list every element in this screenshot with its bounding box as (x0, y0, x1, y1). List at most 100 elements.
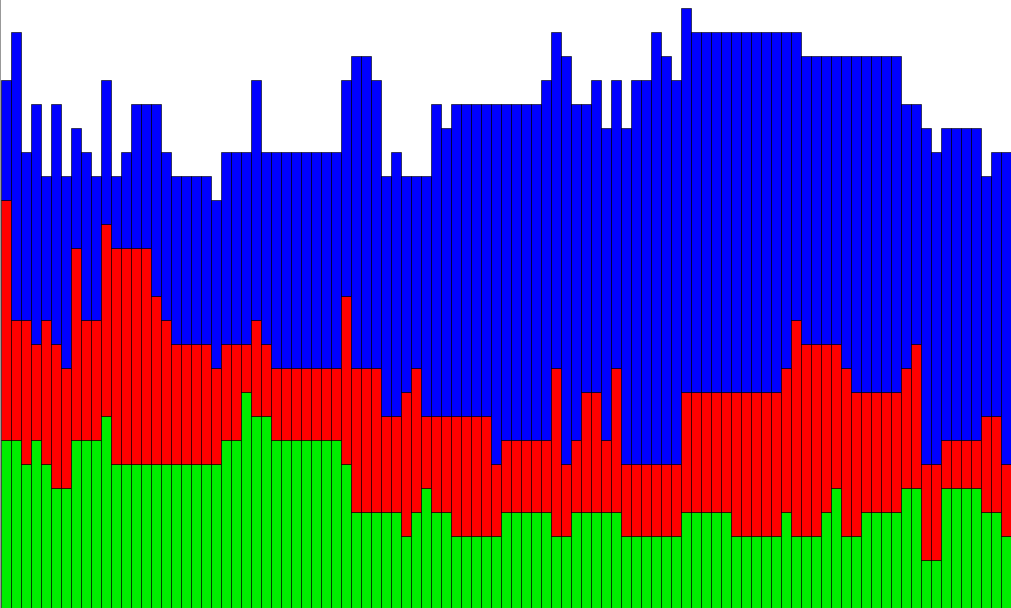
bar-segment-series3-64 (631, 80, 642, 465)
bar-segment-series2-2 (11, 320, 22, 441)
bar-segment-series3-23 (221, 152, 232, 345)
bar-segment-series2-64 (631, 464, 642, 537)
bar-segment-series2-39 (381, 416, 392, 513)
bar-segment-series2-58 (571, 440, 582, 513)
bar-segment-series1-88 (871, 512, 882, 608)
bar-segment-series1-67 (661, 536, 672, 608)
bar-segment-series2-82 (811, 344, 822, 537)
bar-segment-series3-15 (141, 104, 152, 249)
bar-segment-series3-59 (581, 104, 592, 393)
bar-segment-series2-47 (461, 416, 472, 537)
bar-segment-series1-92 (911, 488, 922, 608)
bar-segment-series3-56 (551, 32, 562, 369)
bar-segment-series2-48 (471, 416, 482, 537)
bar-segment-series2-51 (501, 440, 512, 513)
bar-segment-series2-13 (121, 248, 132, 465)
bar-segment-series1-81 (801, 536, 812, 608)
bar-segment-series3-88 (871, 56, 882, 393)
bar-segment-series3-62 (611, 80, 622, 369)
bar-segment-series3-6 (51, 104, 62, 345)
bar-segment-series1-55 (541, 512, 552, 608)
bar-segment-series1-43 (421, 488, 432, 608)
bar-segment-series1-65 (641, 536, 652, 608)
bar-segment-series1-63 (621, 536, 632, 608)
bar-segment-series1-39 (381, 512, 392, 608)
bar-segment-series2-73 (721, 392, 732, 513)
bar-segment-series3-8 (71, 128, 82, 249)
bar-segment-series3-93 (921, 128, 932, 465)
bar-segment-series3-38 (371, 80, 382, 369)
bar-segment-series1-37 (361, 512, 372, 608)
bar-segment-series2-101 (1001, 464, 1011, 537)
bar-segment-series1-80 (791, 536, 802, 608)
bar-segment-series3-80 (791, 32, 802, 321)
bar-segment-series3-16 (151, 104, 162, 297)
bar-segment-series2-40 (391, 416, 402, 513)
bar-segment-series1-41 (401, 536, 412, 608)
bar-segment-series2-57 (561, 464, 572, 537)
bar-segment-series2-49 (481, 416, 492, 537)
bar-segment-series2-70 (691, 392, 702, 513)
bar-segment-series1-79 (781, 512, 792, 608)
bar-segment-series3-13 (121, 152, 132, 249)
bar-segment-series2-38 (371, 368, 382, 513)
bar-segment-series1-21 (201, 464, 212, 608)
bar-segment-series3-40 (391, 152, 402, 417)
bar-segment-series1-12 (111, 464, 122, 608)
bar-segment-series3-29 (281, 152, 292, 369)
bar-segment-series1-6 (51, 488, 62, 608)
bar-segment-series3-51 (501, 104, 512, 441)
bar-segment-series1-82 (811, 536, 822, 608)
bar-segment-series2-43 (421, 416, 432, 489)
bar-segment-series3-71 (701, 32, 712, 393)
bar-segment-series3-91 (901, 104, 912, 369)
bar-segment-series2-53 (521, 440, 532, 513)
bar-segment-series3-81 (801, 56, 812, 345)
bar-segment-series3-82 (811, 56, 822, 345)
bar-segment-series3-95 (941, 128, 952, 441)
bar-segment-series1-28 (271, 440, 282, 608)
bar-segment-series1-8 (71, 440, 82, 608)
bar-segment-series3-101 (1001, 152, 1011, 465)
bar-segment-series1-68 (671, 536, 682, 608)
bar-segment-series1-53 (521, 512, 532, 608)
bar-segment-series2-63 (621, 464, 632, 537)
bar-segment-series3-67 (661, 56, 672, 465)
bar-segment-series2-78 (771, 392, 782, 537)
bar-segment-series1-7 (61, 488, 72, 608)
bar-segment-series2-94 (931, 464, 942, 561)
bar-segment-series3-57 (561, 56, 572, 465)
bar-segment-series2-5 (41, 320, 52, 465)
bars-group (1, 8, 1011, 608)
bar-segment-series2-71 (701, 392, 712, 513)
bar-segment-series1-61 (601, 512, 612, 608)
bar-segment-series1-77 (761, 536, 772, 608)
bar-segment-series1-84 (831, 488, 842, 608)
bar-segment-series1-91 (901, 488, 912, 608)
bar-segment-series2-15 (141, 248, 152, 465)
bar-segment-series1-14 (131, 464, 142, 608)
bar-segment-series1-66 (651, 536, 662, 608)
bar-segment-series1-52 (511, 512, 522, 608)
bar-segment-series1-19 (181, 464, 192, 608)
bar-segment-series3-75 (741, 32, 752, 393)
bar-segment-series2-66 (651, 464, 662, 537)
bar-segment-series1-25 (241, 392, 252, 608)
bar-segment-series2-44 (431, 416, 442, 513)
bar-segment-series1-100 (991, 512, 1002, 608)
bar-segment-series1-70 (691, 512, 702, 608)
bar-segment-series2-9 (81, 320, 92, 441)
bar-segment-series3-3 (21, 152, 32, 321)
bar-segment-series2-34 (331, 368, 342, 441)
bar-segment-series1-97 (961, 488, 972, 608)
bar-segment-series1-50 (491, 536, 502, 608)
bar-segment-series2-16 (151, 296, 162, 465)
bar-segment-series1-35 (341, 464, 352, 608)
bar-segment-series3-11 (101, 80, 112, 225)
bar-segment-series2-69 (681, 392, 692, 513)
bar-segment-series3-68 (671, 80, 682, 465)
bar-segment-series2-67 (661, 464, 672, 537)
bar-segment-series3-19 (181, 176, 192, 345)
bar-segment-series1-36 (351, 512, 362, 608)
